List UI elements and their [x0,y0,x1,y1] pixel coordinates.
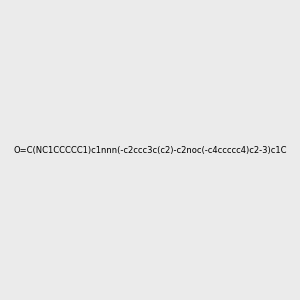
Text: O=C(NC1CCCCC1)c1nnn(-c2ccc3c(c2)-c2noc(-c4ccccc4)c2-3)c1C: O=C(NC1CCCCC1)c1nnn(-c2ccc3c(c2)-c2noc(-… [13,146,287,154]
